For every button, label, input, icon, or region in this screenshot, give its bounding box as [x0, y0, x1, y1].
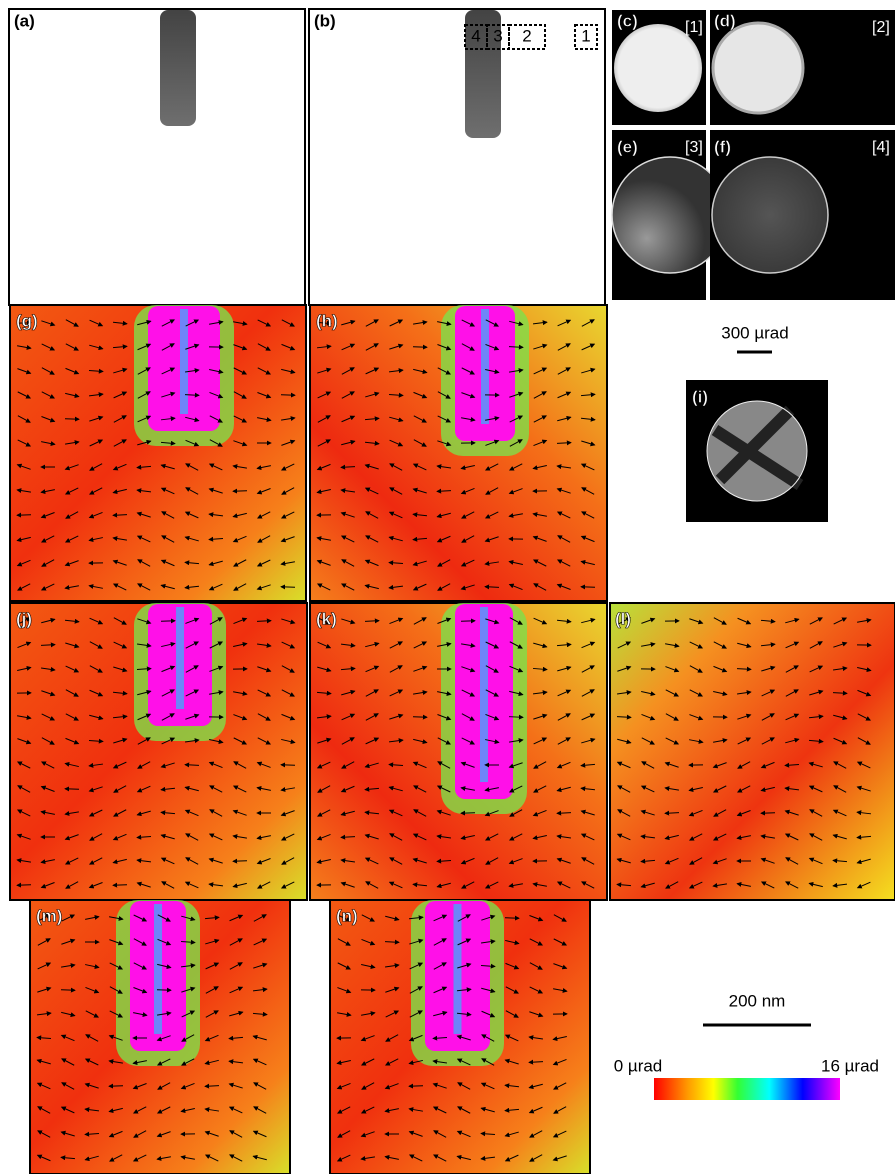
vector-arrow [157, 990, 171, 991]
panel-label: (n) [336, 906, 358, 925]
panel-label: (j) [16, 609, 32, 628]
figure: 300 µrad 200 nm 0 µrad 16 µrad (a) (b) (c)… [0, 0, 895, 1174]
panel-label: (d) [714, 11, 736, 30]
disk [712, 157, 828, 273]
vector-arrow [233, 491, 247, 492]
vector-arrow [113, 515, 127, 516]
vector-arrow [61, 990, 75, 991]
vector-arrow [485, 587, 499, 588]
tip-core [480, 607, 488, 782]
roi-label: 1 [581, 26, 590, 45]
tip-core [454, 904, 462, 1034]
panel-label: (m) [36, 906, 62, 925]
colorbar [654, 1078, 840, 1100]
panel-label: (i) [692, 387, 708, 406]
angle-scale-label: 300 µrad [721, 323, 788, 342]
detector-label: [4] [872, 139, 890, 156]
roi-label: 3 [493, 26, 502, 45]
panel-label: (l) [615, 609, 631, 628]
disk [713, 23, 803, 113]
vector-arrow [17, 515, 31, 516]
roi-label: 4 [471, 26, 480, 45]
panel-frame [309, 9, 605, 305]
vector-arrow [509, 717, 523, 718]
panel-label: (a) [14, 11, 35, 30]
vector-arrow [113, 885, 127, 886]
vector-arrow [509, 347, 523, 348]
panel-label: (k) [316, 609, 337, 628]
length-scale-label: 200 nm [729, 991, 786, 1010]
panel-frame [9, 9, 305, 305]
detector-label: [1] [685, 19, 703, 36]
tip-image [160, 10, 196, 126]
colorbar-max-label: 16 µrad [821, 1056, 879, 1075]
vector-arrow [665, 813, 679, 814]
vector-arrow [185, 395, 199, 396]
tip-core [180, 309, 188, 414]
tip-core [176, 607, 184, 709]
panel-label: (h) [316, 311, 338, 330]
colorbar-min-label: 0 µrad [614, 1056, 663, 1075]
vector-arrow [205, 1086, 219, 1087]
disk [614, 24, 702, 112]
panel-label: (g) [16, 311, 38, 330]
panel-label: (e) [617, 137, 638, 156]
vector-arrow [233, 861, 247, 862]
vector-arrow [413, 717, 427, 718]
panel-label: (f) [714, 137, 731, 156]
detector-label: [2] [872, 19, 890, 36]
vector-arrow [365, 621, 379, 622]
panel-label: (b) [314, 11, 336, 30]
vector-arrow [17, 885, 31, 886]
field-map [610, 603, 895, 900]
tip-core [481, 309, 489, 424]
detector-label: [3] [685, 139, 703, 156]
roi-label: 2 [522, 26, 531, 45]
panel-label: (c) [617, 11, 638, 30]
